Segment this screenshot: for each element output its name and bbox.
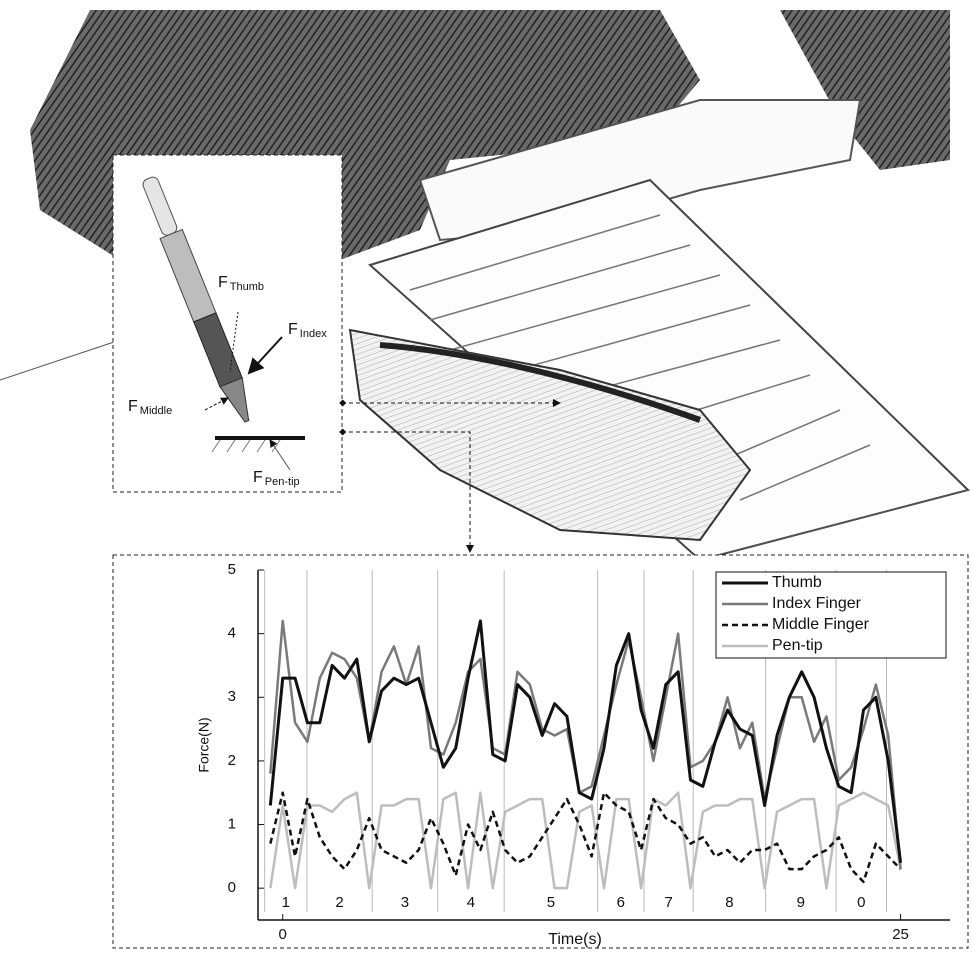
segment-label: 2: [335, 894, 343, 911]
y-tick-label: 2: [228, 752, 236, 769]
segment-label: 7: [664, 894, 672, 911]
inset-box: [113, 155, 342, 492]
y-tick-label: 4: [228, 625, 236, 642]
segment-label: 8: [725, 894, 733, 911]
y-tick-label: 1: [228, 816, 236, 833]
segment-label: 4: [467, 894, 475, 911]
y-tick-label: 0: [228, 879, 236, 896]
force-symbol: F: [253, 469, 263, 486]
segment-label: 9: [797, 894, 805, 911]
y-axis-label: Force(N): [196, 717, 212, 772]
segment-label: 6: [617, 894, 625, 911]
force-symbol: F: [128, 398, 138, 415]
force-subscript: Pen-tip: [265, 476, 300, 488]
legend-label: Pen-tip: [772, 637, 823, 654]
segment-label: 1: [282, 894, 290, 911]
y-tick-label: 3: [228, 688, 236, 705]
figure: FThumbFIndexFMiddleFPen-tip 123456789001…: [0, 0, 972, 951]
legend-label: Thumb: [772, 574, 822, 591]
x-tick-label: 25: [892, 926, 909, 943]
force-subscript: Index: [300, 328, 327, 340]
force-symbol: F: [218, 274, 228, 291]
legend-label: Index Finger: [772, 595, 862, 612]
legend-label: Middle Finger: [772, 616, 870, 633]
x-tick-label: 0: [279, 926, 287, 943]
y-tick-label: 5: [228, 561, 236, 578]
force-subscript: Thumb: [230, 281, 264, 293]
segment-label: 5: [547, 894, 555, 911]
x-axis-label: Time(s): [548, 931, 602, 948]
segment-label: 0: [857, 894, 865, 911]
force-subscript: Middle: [140, 405, 172, 417]
force-symbol: F: [288, 321, 298, 338]
segment-label: 3: [401, 894, 409, 911]
